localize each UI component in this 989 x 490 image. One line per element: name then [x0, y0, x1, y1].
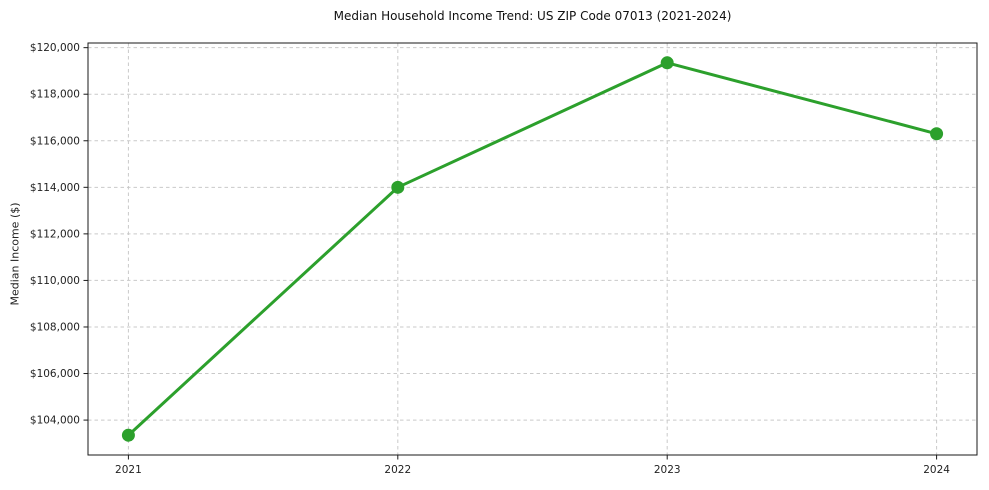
data-point-2024 — [930, 127, 944, 141]
data-point-2021 — [121, 428, 135, 442]
y-tick-label: $106,000 — [30, 368, 80, 380]
plot-border — [87, 42, 978, 456]
y-tick-label: $110,000 — [30, 275, 80, 287]
y-tick-label: $120,000 — [30, 42, 80, 54]
x-tick-label: 2024 — [923, 464, 950, 476]
x-tick-label: 2023 — [654, 464, 681, 476]
x-tick-label: 2022 — [384, 464, 411, 476]
y-axis-label-text: Median Income ($) — [8, 202, 22, 306]
y-tick-label: $108,000 — [30, 321, 80, 333]
y-tick-label: $114,000 — [30, 182, 80, 194]
y-tick-label: $112,000 — [30, 228, 80, 240]
trend-line — [126, 61, 939, 437]
y-tick-label: $118,000 — [30, 89, 80, 101]
chart-title: Median Household Income Trend: US ZIP Co… — [333, 9, 732, 23]
y-tick-label: $104,000 — [30, 415, 80, 427]
y-tick-label: $116,000 — [30, 135, 80, 147]
data-point-2022 — [391, 180, 405, 194]
x-tick-label: 2021 — [115, 464, 142, 476]
data-point-2023 — [660, 56, 674, 70]
